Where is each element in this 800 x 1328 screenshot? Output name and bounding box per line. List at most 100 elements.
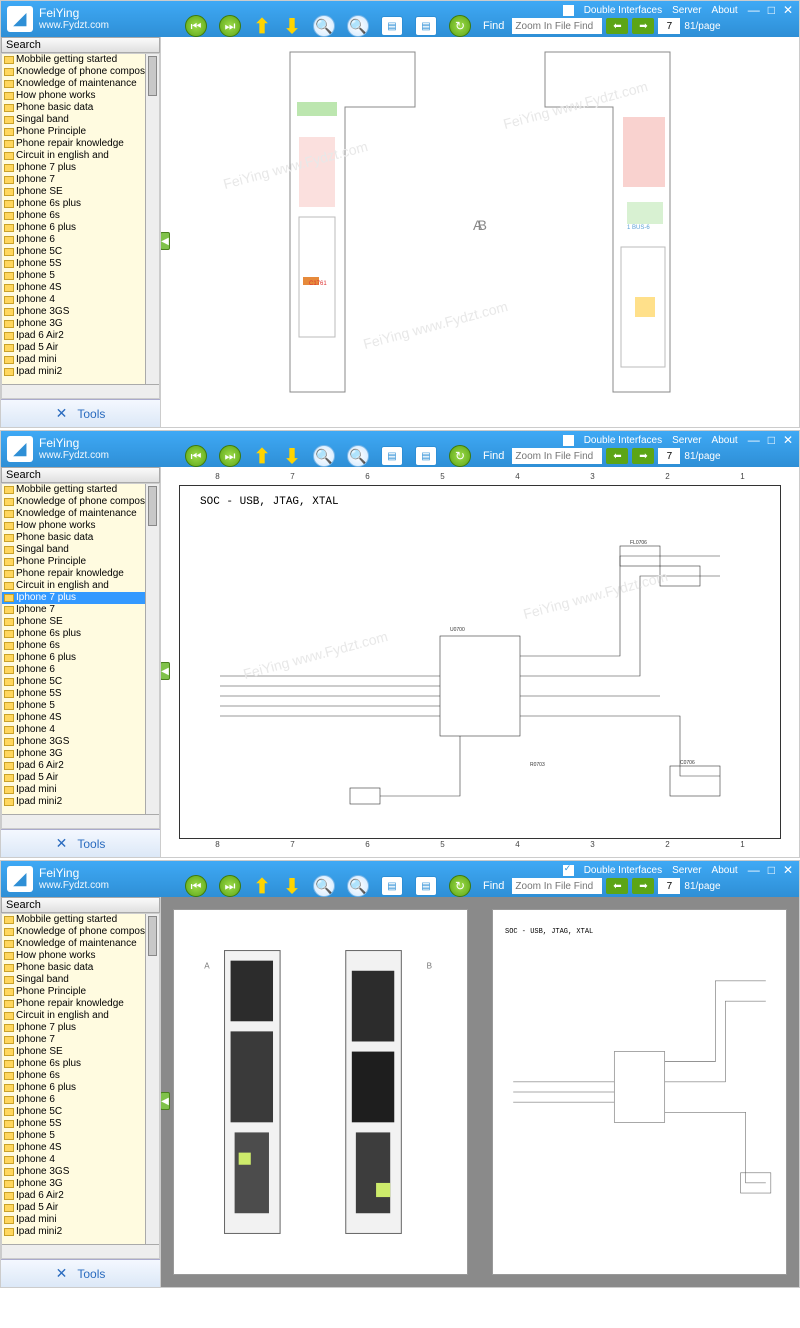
tree-item[interactable]: Knowledge of maintenance <box>2 938 159 950</box>
find-input[interactable] <box>512 18 602 34</box>
tree-item[interactable]: Ipad mini2 <box>2 796 159 808</box>
tree-item[interactable]: Ipad mini <box>2 354 159 366</box>
tree-item[interactable]: How phone works <box>2 90 159 102</box>
tree-item[interactable]: Iphone 6 plus <box>2 222 159 234</box>
tree-item[interactable]: Iphone 3G <box>2 1178 159 1190</box>
tree-item[interactable]: Iphone 7 plus <box>2 592 159 604</box>
minimize-icon[interactable]: — <box>748 863 760 877</box>
menu-double[interactable]: Double Interfaces <box>584 865 662 876</box>
tree-item[interactable]: Iphone 6 plus <box>2 1082 159 1094</box>
maximize-icon[interactable]: □ <box>768 863 775 877</box>
tree-item[interactable]: Singal band <box>2 114 159 126</box>
menu-server[interactable]: Server <box>672 435 701 446</box>
tree-item[interactable]: Circuit in english and <box>2 150 159 162</box>
tree-item[interactable]: Phone repair knowledge <box>2 998 159 1010</box>
tree-item[interactable]: Mobbile getting started <box>2 914 159 926</box>
tree-item[interactable]: Iphone 4 <box>2 724 159 736</box>
tree-item[interactable]: Iphone 3G <box>2 748 159 760</box>
content-pcb[interactable]: ◀ C1761 B <box>161 37 799 427</box>
zoom-out-button[interactable]: 🔍 <box>347 15 369 37</box>
menu-about[interactable]: About <box>712 5 738 16</box>
page-button-2[interactable]: ▤ <box>415 876 437 896</box>
menu-server[interactable]: Server <box>672 865 701 876</box>
tree-item[interactable]: Iphone 6 <box>2 234 159 246</box>
tree-item[interactable]: Phone Principle <box>2 986 159 998</box>
scrollbar-vertical[interactable] <box>145 54 159 384</box>
tree-item[interactable]: Ipad 6 Air2 <box>2 1190 159 1202</box>
tree-item[interactable]: Iphone 6s plus <box>2 198 159 210</box>
tree-item[interactable]: How phone works <box>2 950 159 962</box>
scrollbar-vertical[interactable] <box>145 484 159 814</box>
tools-button[interactable]: ✕ Tools <box>1 829 160 857</box>
tree-item[interactable]: Iphone SE <box>2 616 159 628</box>
tree-item[interactable]: Iphone 6s plus <box>2 1058 159 1070</box>
tree-item[interactable]: Iphone 7 plus <box>2 162 159 174</box>
tree-item[interactable]: Iphone 5S <box>2 688 159 700</box>
maximize-icon[interactable]: □ <box>768 3 775 17</box>
content-schematic[interactable]: ◀ 87654321 87654321 SOC - USB, JTAG, XTA… <box>161 467 799 857</box>
page-input[interactable] <box>658 448 680 464</box>
tree-item[interactable]: Phone Principle <box>2 126 159 138</box>
arrow-down-icon[interactable]: ⬇ <box>283 17 301 35</box>
tree-item[interactable]: Ipad mini <box>2 1214 159 1226</box>
sidebar-collapse-handle[interactable]: ◀ <box>161 232 170 250</box>
scrollbar-vertical[interactable] <box>145 914 159 1244</box>
menu-about[interactable]: About <box>712 865 738 876</box>
tree-item[interactable]: Ipad mini <box>2 784 159 796</box>
tree-item[interactable]: Iphone 5S <box>2 258 159 270</box>
tree-item[interactable]: Iphone 5C <box>2 246 159 258</box>
tree-item[interactable]: Iphone 6 <box>2 1094 159 1106</box>
tree-item[interactable]: Iphone 5 <box>2 270 159 282</box>
tree-item[interactable]: Knowledge of phone compos <box>2 496 159 508</box>
tree-item[interactable]: Phone Principle <box>2 556 159 568</box>
find-input[interactable] <box>512 878 602 894</box>
close-icon[interactable]: ✕ <box>783 433 793 447</box>
refresh-button[interactable]: ↻ <box>449 15 471 37</box>
tree-item[interactable]: Knowledge of phone compos <box>2 66 159 78</box>
refresh-button[interactable]: ↻ <box>449 445 471 467</box>
tree-item[interactable]: Iphone 4 <box>2 294 159 306</box>
prev-first-button[interactable]: ⏮ <box>185 445 207 467</box>
tree-item[interactable]: Iphone 7 <box>2 1034 159 1046</box>
find-next-button[interactable]: ➡ <box>632 448 654 464</box>
tree-item[interactable]: Ipad 5 Air <box>2 1202 159 1214</box>
page-button-2[interactable]: ▤ <box>415 16 437 36</box>
prev-first-button[interactable]: ⏮ <box>185 875 207 897</box>
tree-item[interactable]: Iphone 4S <box>2 1142 159 1154</box>
double-interfaces-checkbox[interactable] <box>563 865 574 876</box>
find-prev-button[interactable]: ⬅ <box>606 18 628 34</box>
tree-item[interactable]: Iphone 3GS <box>2 1166 159 1178</box>
find-next-button[interactable]: ➡ <box>632 878 654 894</box>
tree-item[interactable]: Phone basic data <box>2 962 159 974</box>
tree-item[interactable]: Iphone 6s plus <box>2 628 159 640</box>
next-last-button[interactable]: ⏭ <box>219 445 241 467</box>
minimize-icon[interactable]: — <box>748 433 760 447</box>
page-button-1[interactable]: ▤ <box>381 16 403 36</box>
tree-item[interactable]: Iphone SE <box>2 1046 159 1058</box>
zoom-out-button[interactable]: 🔍 <box>347 445 369 467</box>
tree-item[interactable]: Iphone 6s <box>2 640 159 652</box>
tree-item[interactable]: How phone works <box>2 520 159 532</box>
tree-item[interactable]: Phone basic data <box>2 532 159 544</box>
next-last-button[interactable]: ⏭ <box>219 875 241 897</box>
tree-item[interactable]: Iphone 5 <box>2 1130 159 1142</box>
tree-item[interactable]: Iphone SE <box>2 186 159 198</box>
tree-item[interactable]: Phone repair knowledge <box>2 138 159 150</box>
page-input[interactable] <box>658 878 680 894</box>
tree-item[interactable]: Iphone 6s <box>2 210 159 222</box>
tree-item[interactable]: Ipad 6 Air2 <box>2 330 159 342</box>
scrollbar-horizontal[interactable] <box>2 384 159 398</box>
menu-about[interactable]: About <box>712 435 738 446</box>
prev-first-button[interactable]: ⏮ <box>185 15 207 37</box>
tree-item[interactable]: Knowledge of maintenance <box>2 508 159 520</box>
tools-button[interactable]: ✕ Tools <box>1 399 160 427</box>
scrollbar-horizontal[interactable] <box>2 1244 159 1258</box>
find-next-button[interactable]: ➡ <box>632 18 654 34</box>
content-split[interactable]: ◀ <box>161 897 799 1287</box>
tree-item[interactable]: Singal band <box>2 544 159 556</box>
arrow-up-icon[interactable]: ⬆ <box>253 17 271 35</box>
page-button-1[interactable]: ▤ <box>381 446 403 466</box>
arrow-up-icon[interactable]: ⬆ <box>253 447 271 465</box>
tree-item[interactable]: Ipad 5 Air <box>2 342 159 354</box>
search-header[interactable]: Search <box>1 467 160 483</box>
